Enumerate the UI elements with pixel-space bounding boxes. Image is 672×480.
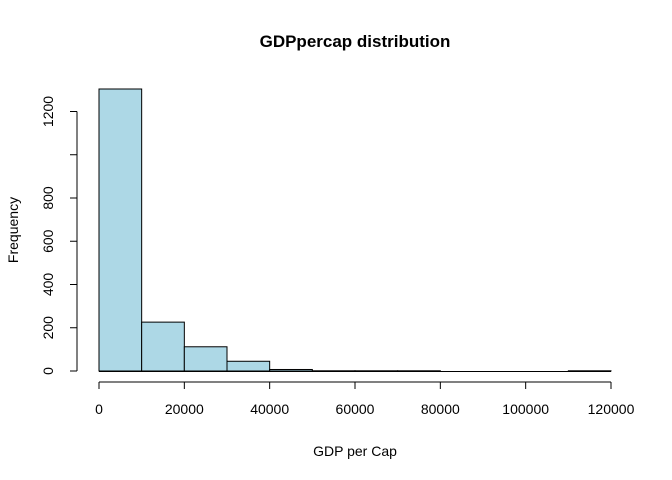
x-tick-label: 0 bbox=[95, 401, 103, 417]
x-tick-label: 120000 bbox=[588, 401, 635, 417]
x-tick-label: 20000 bbox=[165, 401, 204, 417]
y-tick-label: 0 bbox=[40, 367, 56, 375]
x-axis: 0 20000 40000 60000 80000 100000 120000 bbox=[95, 381, 635, 417]
histogram-bar bbox=[269, 368, 313, 372]
y-tick-label: 600 bbox=[40, 229, 56, 253]
y-tick-label: 400 bbox=[40, 273, 56, 297]
x-tick-label: 40000 bbox=[250, 401, 289, 417]
chart-title: GDPpercap distribution bbox=[260, 32, 451, 51]
x-tick-label: 60000 bbox=[336, 401, 375, 417]
histogram-bar bbox=[98, 88, 143, 372]
y-tick-label: 200 bbox=[40, 316, 56, 340]
y-tick-label: 1200 bbox=[40, 96, 56, 127]
histogram-bar bbox=[141, 321, 185, 372]
histogram-bar bbox=[226, 360, 271, 372]
y-axis: 0 200 400 600 800 1200 bbox=[40, 96, 78, 375]
bars-group bbox=[98, 88, 612, 372]
histogram-bar bbox=[183, 346, 228, 372]
x-tick-label: 80000 bbox=[421, 401, 460, 417]
y-axis-label: Frequency bbox=[5, 197, 21, 263]
y-tick-label: 800 bbox=[40, 186, 56, 210]
x-tick-label: 100000 bbox=[502, 401, 549, 417]
x-axis-label: GDP per Cap bbox=[313, 443, 397, 459]
